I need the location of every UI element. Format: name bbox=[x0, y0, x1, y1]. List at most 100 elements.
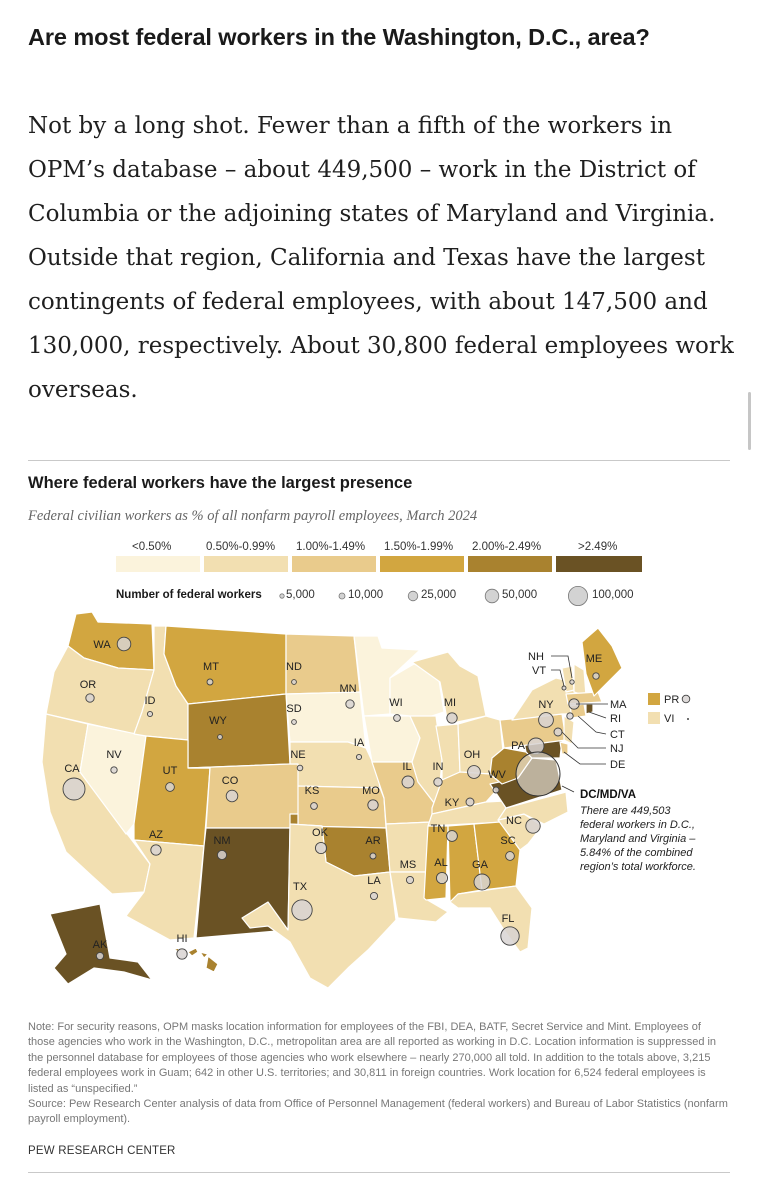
leader-nh bbox=[551, 655, 573, 679]
note-text: Note: For security reasons, OPM masks lo… bbox=[28, 1021, 717, 1095]
bubble-id bbox=[146, 710, 154, 718]
bubble-sd bbox=[291, 719, 297, 725]
bubble-10000 bbox=[338, 592, 346, 600]
bubble-la bbox=[369, 891, 379, 901]
bubble-nj bbox=[553, 727, 563, 737]
state-label-wy: WY bbox=[209, 715, 227, 727]
state-nc bbox=[497, 791, 569, 825]
leader-vt bbox=[551, 669, 565, 687]
callout-ct: CT bbox=[610, 729, 625, 741]
state-il bbox=[409, 715, 443, 809]
state-label-pa: PA bbox=[511, 740, 526, 752]
legend-label-bin-4: 1.50%-1.99% bbox=[384, 541, 454, 553]
bubble-nm bbox=[216, 849, 228, 861]
top-divider bbox=[28, 460, 730, 461]
bubble-wi bbox=[393, 714, 401, 722]
state-label-wa: WA bbox=[93, 639, 111, 651]
bubble-wy bbox=[217, 734, 223, 740]
state-me bbox=[581, 627, 623, 697]
state-wy bbox=[187, 693, 291, 769]
source-text: Source: Pew Research Center analysis of … bbox=[28, 1098, 728, 1126]
state-label-ks: KS bbox=[305, 785, 320, 797]
scrollbar-thumb[interactable] bbox=[748, 392, 751, 450]
bubble-legend-circles bbox=[279, 585, 588, 607]
bubble-wa bbox=[116, 636, 132, 652]
legend-swatch-bin-6 bbox=[556, 556, 642, 572]
bubble-al bbox=[435, 871, 449, 885]
legend-label-bin-2: 0.50%-0.99% bbox=[206, 541, 276, 553]
bubble-ut bbox=[165, 782, 175, 792]
state-label-la: LA bbox=[367, 875, 381, 887]
bubble-ms bbox=[405, 875, 415, 885]
bubble-oh bbox=[467, 765, 481, 779]
state-label-hi: HI bbox=[177, 933, 188, 945]
territory-vi-swatch bbox=[648, 712, 660, 724]
state-label-ny: NY bbox=[538, 699, 554, 711]
bubble-nc bbox=[525, 818, 541, 834]
bubble-label-100000: 100,000 bbox=[592, 589, 634, 601]
state-label-id: ID bbox=[145, 695, 156, 707]
dc-annotation-line-3: Maryland and Virginia – bbox=[580, 833, 696, 845]
bubble-az bbox=[150, 844, 162, 856]
state-label-sd: SD bbox=[286, 703, 301, 715]
state-label-ia: IA bbox=[354, 737, 365, 749]
bubble-ny bbox=[538, 712, 554, 728]
state-label-ky: KY bbox=[445, 797, 460, 809]
bubble-vi bbox=[687, 718, 689, 720]
territory-vi-label: VI bbox=[664, 713, 674, 725]
state-label-nd: ND bbox=[286, 661, 302, 673]
bubble-label-10000: 10,000 bbox=[348, 589, 384, 601]
state-mt bbox=[163, 625, 287, 705]
chart-subtitle: Federal civilian workers as % of all non… bbox=[28, 508, 478, 524]
state-label-ga: GA bbox=[472, 859, 489, 871]
legend-label-bin-5: 2.00%-2.49% bbox=[472, 541, 542, 553]
bubble-nh bbox=[569, 679, 575, 685]
state-label-tn: TN bbox=[431, 823, 446, 835]
bottom-divider bbox=[28, 1172, 730, 1173]
headline: Are most federal workers in the Washingt… bbox=[28, 24, 650, 50]
state-label-me: ME bbox=[586, 653, 603, 665]
leader-dc bbox=[561, 785, 575, 793]
dc-annotation-line-2: federal workers in D.C., bbox=[580, 819, 695, 831]
bubble-ky bbox=[465, 797, 475, 807]
legend-swatch-bin-5 bbox=[468, 556, 552, 572]
legend-swatch-bin-3 bbox=[292, 556, 376, 572]
legend-label-bin-6: >2.49% bbox=[578, 541, 618, 553]
state-nh bbox=[573, 663, 587, 697]
state-label-oh: OH bbox=[464, 749, 481, 761]
bubble-mt bbox=[206, 678, 214, 686]
state-label-az: AZ bbox=[149, 829, 163, 841]
state-label-ut: UT bbox=[163, 765, 178, 777]
bubble-tx bbox=[291, 899, 313, 921]
state-label-or: OR bbox=[80, 679, 97, 691]
state-label-il: IL bbox=[402, 761, 411, 773]
dc-label: DC/MD/VA bbox=[580, 789, 636, 801]
bubble-ca bbox=[62, 777, 86, 801]
state-label-ne: NE bbox=[290, 749, 305, 761]
bubble-label-5000: 5,000 bbox=[286, 589, 315, 601]
state-ia bbox=[363, 715, 421, 763]
legend-label-bin-1: <0.50% bbox=[132, 541, 172, 553]
state-mi bbox=[411, 651, 487, 725]
bubble-ct bbox=[566, 712, 574, 720]
dc-annotation: There are 449,503 federal workers in D.C… bbox=[580, 805, 696, 873]
state-label-nv: NV bbox=[106, 749, 122, 761]
bubble-25000 bbox=[407, 590, 419, 602]
state-label-mi: MI bbox=[444, 697, 456, 709]
state-label-co: CO bbox=[222, 775, 239, 787]
bubble-mn bbox=[345, 699, 355, 709]
chart-title: Where federal workers have the largest p… bbox=[28, 474, 413, 492]
bubble-il bbox=[401, 775, 415, 789]
leader-ri bbox=[588, 711, 607, 719]
bubble-50000 bbox=[484, 588, 500, 604]
callout-vt: VT bbox=[532, 665, 546, 677]
callout-de: DE bbox=[610, 759, 625, 771]
bubble-me bbox=[592, 672, 600, 680]
bubble-sc bbox=[505, 851, 515, 861]
state-ak bbox=[49, 903, 153, 985]
legend-swatch-bin-1 bbox=[116, 556, 200, 572]
dc-annotation-line-4: 5.84% of the combined bbox=[580, 847, 693, 859]
callout-nj: NJ bbox=[610, 743, 623, 755]
state-tx bbox=[241, 823, 397, 989]
state-label-tx: TX bbox=[293, 881, 308, 893]
